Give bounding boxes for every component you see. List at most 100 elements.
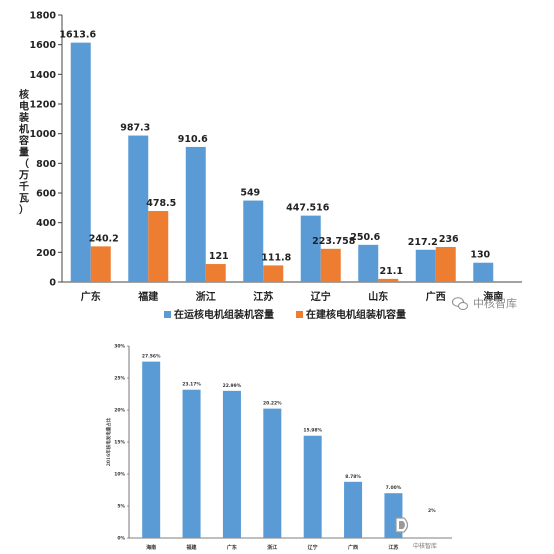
- c1-y-title-char: 瓦: [19, 193, 29, 205]
- c2-data-label: 8.78%: [345, 474, 361, 480]
- c1-y-tick-label: 1800: [30, 11, 57, 22]
- c1-category-label: 广西: [426, 290, 446, 303]
- c2-data-label: 15.98%: [303, 428, 322, 434]
- c1-y-tick-label: 400: [36, 218, 56, 229]
- c1-bar-operating: [358, 244, 379, 282]
- c2-bar: [142, 361, 161, 538]
- c2-y-axis-title: 2016年核电发电量占比: [105, 417, 112, 466]
- c1-bar-operating: [473, 262, 494, 282]
- c1-data-label-construction: 111.8: [261, 252, 291, 263]
- c2-bar: [303, 435, 322, 538]
- c1-y-title-char: 核: [19, 88, 29, 101]
- c2-y-tick-label: 25%: [114, 376, 125, 382]
- c1-category-label: 福建: [137, 290, 159, 303]
- c1-y-title-char: 千: [19, 180, 29, 193]
- c1-bar-operating: [243, 200, 264, 282]
- c1-data-label-construction: 21.1: [380, 266, 403, 277]
- c1-y-tick-label: 1000: [30, 129, 57, 140]
- c2-data-label: 2%: [428, 508, 436, 514]
- c1-y-title-char: （: [19, 157, 29, 170]
- c2-data-label: 7.00%: [386, 485, 402, 491]
- c2-y-tick-label: 10%: [114, 472, 125, 478]
- c2-y-title-text: 2016年核电发电量占比: [105, 417, 112, 466]
- c2-bar: [263, 408, 282, 538]
- legend-label-construction: 在建核电机组装机容量: [306, 308, 406, 321]
- watermark-text: 中核智库: [473, 296, 517, 310]
- c1-data-label-operating: 250.6: [350, 232, 380, 243]
- c1-y-title-char: 装: [18, 111, 29, 124]
- c1-data-label-construction: 121: [209, 251, 229, 262]
- c2-category-label: 广东: [227, 544, 237, 551]
- c1-y-tick-label: 200: [36, 248, 56, 259]
- c1-bar-construction: [148, 211, 169, 282]
- c2-category-label: 浙江: [267, 544, 277, 551]
- c2-y-tick-label: 20%: [114, 408, 125, 414]
- logo-mark-icon: [395, 517, 409, 533]
- c1-bar-construction: [378, 278, 399, 282]
- c2-category-label: 辽宁: [308, 544, 318, 551]
- c1-y-title-char: 量: [19, 146, 29, 159]
- c1-bar-construction: [205, 264, 226, 282]
- c1-bar-construction: [90, 246, 111, 282]
- c1-data-label-construction: 236: [439, 234, 459, 245]
- c2-category-label: 福建: [186, 544, 198, 551]
- capacity-chart: 0 200 400 600 800 1000 1200 1400 1600 1800 1613.6…: [18, 11, 522, 321]
- c1-bar-operating: [70, 42, 91, 282]
- c1-bar-construction: [320, 248, 341, 282]
- c1-y-tick-label: 0: [49, 278, 56, 289]
- c2-y-tick-label: 15%: [114, 440, 125, 446]
- watermark-2-text: 中核智库: [413, 542, 437, 550]
- watermark-2: 中核智库: [395, 517, 437, 550]
- c1-bar-operating: [415, 249, 436, 282]
- c1-category-label: 辽宁: [311, 290, 331, 303]
- c2-y-tick-label: 5%: [117, 504, 125, 510]
- c1-bar-construction: [263, 265, 284, 282]
- c1-data-label-operating: 447.516: [286, 203, 330, 214]
- c1-data-label-operating: 910.6: [178, 134, 208, 145]
- watermark: 中核智库: [452, 296, 517, 310]
- c1-legend: 在运核电机组装机容量 在建核电机组装机容量: [164, 308, 406, 321]
- c2-y-tick-label: 30%: [114, 344, 125, 350]
- c1-data-label-operating: 217.2: [408, 237, 438, 248]
- legend-swatch-construction: [296, 311, 303, 318]
- c1-data-label-construction: 240.2: [89, 233, 119, 244]
- c1-data-label-operating: 549: [240, 188, 260, 199]
- c2-category-label: 广西: [348, 544, 358, 551]
- c1-y-title-char: 机: [19, 123, 29, 136]
- c1-y-tick-label: 1400: [30, 70, 57, 81]
- legend-swatch-operating: [164, 311, 171, 318]
- generation-share-chart: 0% 5% 10% 15% 20% 25% 30% 27.56% 23.17% 22.99% 20…: [105, 344, 452, 551]
- c2-bar: [344, 481, 363, 538]
- c2-bar: [182, 389, 201, 538]
- c2-bar: [222, 390, 241, 538]
- c1-category-label: 海南: [483, 290, 503, 303]
- c1-category-label: 广东: [81, 290, 101, 303]
- c1-category-label: 浙江: [196, 290, 216, 303]
- c2-data-label: 20.22%: [263, 401, 282, 407]
- c1-y-tick-label: 800: [36, 159, 56, 170]
- c1-y-tick-label: 1200: [30, 100, 57, 111]
- c1-y-title-char: ）: [19, 203, 29, 216]
- c2-data-label: 23.17%: [182, 382, 201, 388]
- c1-y-tick-label: 1600: [30, 40, 57, 51]
- c2-y-tick-label: 0%: [117, 536, 125, 542]
- c1-category-label: 江苏: [253, 290, 273, 303]
- c1-y-title-char: 万: [18, 170, 29, 182]
- c1-y-title-char: 容: [18, 134, 29, 147]
- c1-bar-construction: [435, 246, 456, 282]
- c1-category-label: 山东: [368, 290, 388, 303]
- legend-label-operating: 在运核电机组装机容量: [174, 308, 274, 321]
- c1-bar-operating: [185, 146, 206, 282]
- c1-bar-operating: [128, 135, 149, 282]
- c2-data-label: 22.99%: [223, 383, 242, 389]
- c2-category-label: 江苏: [388, 544, 398, 551]
- c1-data-label-operating: 1613.6: [59, 30, 96, 41]
- c1-bar-operating: [300, 215, 321, 282]
- c1-data-label-operating: 987.3: [120, 123, 150, 134]
- c1-data-label-construction: 478.5: [146, 198, 176, 209]
- c2-data-label: 27.56%: [142, 354, 161, 360]
- wechat-bubble-icon: [452, 297, 468, 310]
- c1-data-label-operating: 130: [470, 250, 490, 261]
